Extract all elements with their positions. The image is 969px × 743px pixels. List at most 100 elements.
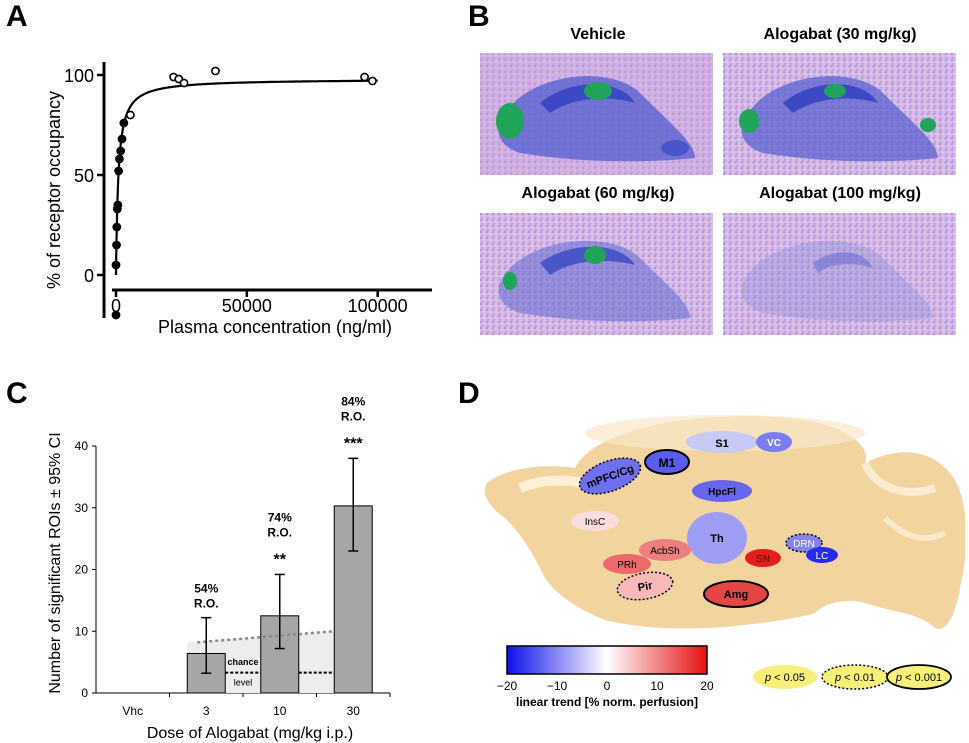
data-point: [116, 146, 126, 156]
image-title-alogabat-100: Alogabat (100 mg/kg): [759, 185, 921, 202]
occupancy-label: 54%: [194, 582, 218, 596]
occupancy-scatter-chart: % of receptor occupancy Plasma concentra…: [44, 62, 432, 337]
data-point: [113, 200, 123, 210]
svg-text:InsC: InsC: [585, 517, 606, 528]
x-tick-label: 3: [203, 704, 210, 718]
colorbar: [506, 645, 708, 675]
svg-text:20: 20: [700, 679, 714, 693]
colorbar-ticks: −20 −10 0 10 20: [497, 679, 714, 693]
significance-stars: ***: [344, 435, 363, 452]
legend-p-001: p < 0.01: [821, 664, 889, 690]
brain-image-alogabat-60: [480, 213, 713, 335]
image-title-alogabat-60: Alogabat (60 mg/kg): [521, 185, 675, 202]
y-tick-label: 100: [64, 66, 94, 86]
data-point: [112, 240, 121, 250]
y-tick-label: 50: [74, 166, 94, 186]
svg-text:0: 0: [604, 679, 611, 693]
region-vc: VC: [756, 432, 792, 452]
svg-text:DRN: DRN: [793, 539, 815, 550]
y-axis-label: Number of significant ROIs ± 95% CI: [47, 432, 64, 693]
chance-label: chance: [227, 657, 258, 667]
brain-image-vehicle: [480, 53, 713, 175]
region-amg: Amg: [703, 580, 769, 608]
data-point: [125, 110, 135, 120]
brain-image-alogabat-30: [723, 53, 956, 175]
data-point: [111, 310, 121, 320]
data-point: [112, 222, 122, 232]
region-pir: Pir: [616, 571, 674, 601]
region-th: Th: [687, 512, 747, 564]
panel-label-b: B: [468, 0, 490, 33]
brain-image-alogabat-100: [723, 213, 956, 335]
svg-text:M1: M1: [659, 456, 676, 470]
svg-text:S1: S1: [715, 438, 728, 450]
data-point: [119, 118, 129, 128]
data-point: [114, 166, 124, 176]
svg-text:p < 0.01: p < 0.01: [834, 672, 875, 684]
region-sn: SN: [745, 549, 781, 567]
svg-text:Th: Th: [710, 533, 724, 545]
panel-label-a: A: [6, 0, 28, 33]
x-tick-label: 30: [347, 704, 361, 718]
region-acbsh: AcbSh: [639, 539, 691, 561]
svg-text:VC: VC: [767, 438, 781, 449]
x-axis-label: Plasma concentration (ng/ml): [158, 317, 392, 337]
svg-text:SN: SN: [756, 554, 770, 565]
x-tick-label: 100000: [348, 296, 408, 316]
svg-text:−10: −10: [547, 679, 568, 693]
region-prh: PRh: [603, 554, 651, 574]
y-tick-label: 20: [75, 563, 89, 577]
region-hpcfl: HpcFl: [692, 480, 752, 502]
region-s1: S1: [686, 431, 758, 453]
panel-label-d: D: [458, 377, 480, 410]
x-tick-label: 0: [111, 296, 121, 316]
chance-label-level: level: [234, 678, 253, 688]
y-tick-label: 40: [75, 439, 89, 453]
svg-text:HpcFl: HpcFl: [708, 487, 736, 498]
occupancy-label: 74%: [268, 510, 292, 524]
svg-text:Pir: Pir: [637, 580, 654, 594]
x-tick-label: 50000: [222, 296, 272, 316]
roi-bar-chart: Number of significant ROIs ± 95% CI Dose…: [47, 394, 391, 742]
significance-stars: **: [274, 551, 287, 568]
occupancy-label: 84%: [341, 394, 365, 408]
svg-text:AcbSh: AcbSh: [650, 546, 679, 557]
ro-label: R.O.: [341, 409, 366, 423]
x-tick-label: Vhc: [122, 704, 143, 718]
svg-text:LC: LC: [816, 551, 829, 562]
y-tick-label: 30: [75, 501, 89, 515]
data-point: [360, 72, 369, 82]
ro-label: R.O.: [267, 525, 292, 539]
ro-label: R.O.: [194, 597, 219, 611]
y-axis-label: % of receptor occupancy: [44, 91, 64, 289]
y-tick-label: 0: [81, 686, 88, 700]
svg-text:10: 10: [650, 679, 664, 693]
y-tick-label: 10: [75, 624, 89, 638]
chance-upper-line: [197, 630, 335, 644]
data-point: [115, 154, 124, 164]
svg-text:Amg: Amg: [724, 589, 748, 601]
x-tick-label: 10: [273, 704, 287, 718]
panel-label-c: C: [6, 377, 28, 410]
legend-p-0001: p < 0.001: [886, 664, 952, 690]
svg-text:−20: −20: [497, 679, 518, 693]
svg-text:PRh: PRh: [617, 560, 636, 571]
data-point: [368, 76, 377, 86]
hill-fit-curve: [114, 79, 378, 275]
image-title-alogabat-30: Alogabat (30 mg/kg): [763, 26, 917, 43]
image-title-vehicle: Vehicle: [570, 26, 626, 43]
region-lc: LC: [806, 547, 838, 563]
x-axis-label: Dose of Alogabat (mg/kg i.p.): [147, 725, 353, 742]
data-point: [211, 66, 220, 76]
svg-text:p < 0.05: p < 0.05: [764, 672, 805, 684]
region-m1: M1: [644, 449, 690, 475]
region-drn: DRN: [785, 533, 823, 553]
data-point: [111, 260, 121, 270]
data-point: [117, 134, 127, 144]
region-insc: InsC: [571, 511, 619, 531]
colorbar-label: linear trend [% norm. perfusion]: [516, 695, 698, 709]
brain-region-map: mPFC/Cg M1 S1 VC HpcFl InsC Th AcbSh PRh…: [484, 415, 965, 709]
legend-p-005: p < 0.05: [753, 665, 817, 689]
svg-text:p < 0.001: p < 0.001: [895, 672, 942, 684]
data-point: [179, 78, 189, 88]
